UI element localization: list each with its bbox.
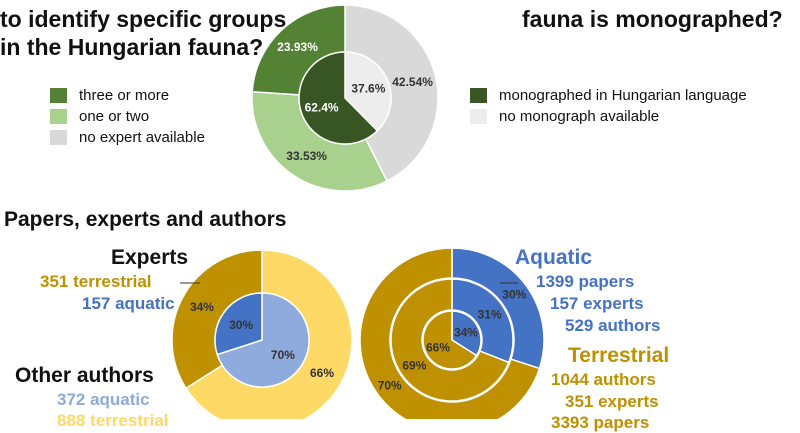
aquatic-authors-label: 529 authors bbox=[565, 316, 661, 335]
legend-item-three-or-more: three or more bbox=[50, 87, 169, 104]
authors-donut-inner-slice-terrestrial bbox=[216, 292, 310, 388]
legend-item-no-monograph: no monograph available bbox=[470, 108, 659, 125]
top-right-title-line1: fauna is monographed? bbox=[522, 6, 783, 32]
habitat-donut-inner-slice-terrestrial bbox=[422, 310, 478, 370]
habitat-donut-middle-data-label: 69% bbox=[402, 359, 426, 373]
legend-label: no expert available bbox=[79, 129, 205, 146]
legend-swatch bbox=[470, 109, 487, 124]
legend-label: no monograph available bbox=[499, 108, 660, 125]
top-left-title-line1: to identify specific groups bbox=[0, 6, 287, 32]
authors-donut-inner-slice-aquatic bbox=[214, 292, 263, 356]
legend-item-monographed: monographed in Hungarian language bbox=[470, 87, 747, 104]
habitat-donut-outer-data-label: 30% bbox=[502, 288, 526, 302]
terrestrial-title: Terrestrial bbox=[568, 344, 670, 367]
legend-label: three or more bbox=[79, 87, 170, 104]
legend-swatch bbox=[50, 88, 67, 103]
habitat-donut-outer-data-label: 70% bbox=[378, 378, 402, 392]
expert-donut-inner-data-label: 62.4% bbox=[305, 101, 339, 115]
terrestrial-experts-label: 351 experts bbox=[565, 392, 659, 411]
authors-donut-inner-data-label: 30% bbox=[229, 318, 253, 332]
aquatic-experts-label: 157 experts bbox=[550, 294, 644, 313]
legend-swatch bbox=[50, 109, 67, 124]
expert-donut-inner-slice-monographed-in-Hungarian-language bbox=[298, 51, 379, 145]
legend-item-no-expert: no expert available bbox=[50, 129, 205, 146]
aquatic-papers-label: 1399 papers bbox=[536, 272, 635, 291]
habitat-donut-inner-data-label: 66% bbox=[426, 341, 450, 355]
experts-title: Experts bbox=[111, 246, 189, 269]
authors-donut-outer-data-label: 66% bbox=[310, 366, 334, 380]
expert-donut-inner-data-label: 37.6% bbox=[351, 81, 385, 95]
other-aquatic-label: 372 aquatic bbox=[57, 390, 150, 409]
habitat-donut-outer-slice-terrestrial bbox=[359, 247, 541, 419]
expert-donut-outer-data-label: 33.53% bbox=[286, 149, 327, 163]
expert-donut-outer-data-label: 42.54% bbox=[392, 75, 433, 89]
legend-label: monographed in Hungarian language bbox=[499, 87, 747, 104]
habitat-donut-middle-data-label: 31% bbox=[478, 307, 502, 321]
top-left-title-line2: in the Hungarian fauna? bbox=[0, 34, 264, 60]
experts-terrestrial-label: 351 terrestrial bbox=[40, 272, 152, 291]
habitat-donut-middle-slice-aquatic bbox=[451, 278, 514, 364]
habitat-donut-middle-slice-terrestrial bbox=[390, 278, 510, 402]
authors-donut-inner-data-label: 70% bbox=[271, 348, 295, 362]
other-authors-title: Other authors bbox=[15, 364, 154, 387]
legend-label: one or two bbox=[79, 108, 150, 125]
aquatic-title: Aquatic bbox=[515, 246, 593, 269]
authors-donut-outer-data-label: 34% bbox=[190, 300, 214, 314]
habitat-donut-inner-data-label: 34% bbox=[454, 325, 478, 339]
expert-donut-inner-slice-no-monograph-available bbox=[344, 51, 392, 132]
section-title: Papers, experts and authors bbox=[4, 208, 287, 231]
legend-item-one-or-two: one or two bbox=[50, 108, 149, 125]
terrestrial-authors-label: 1044 authors bbox=[551, 370, 656, 389]
expert-donut-outer-data-label: 23.93% bbox=[277, 40, 318, 54]
legend-swatch bbox=[50, 130, 67, 145]
experts-aquatic-label: 157 aquatic bbox=[82, 294, 175, 313]
legend-swatch bbox=[470, 88, 487, 103]
charts-svg: 42.54% 33.53% 23.93% 37.6% 62.4% 66% 34% 70% 30%… bbox=[171, 4, 545, 419]
